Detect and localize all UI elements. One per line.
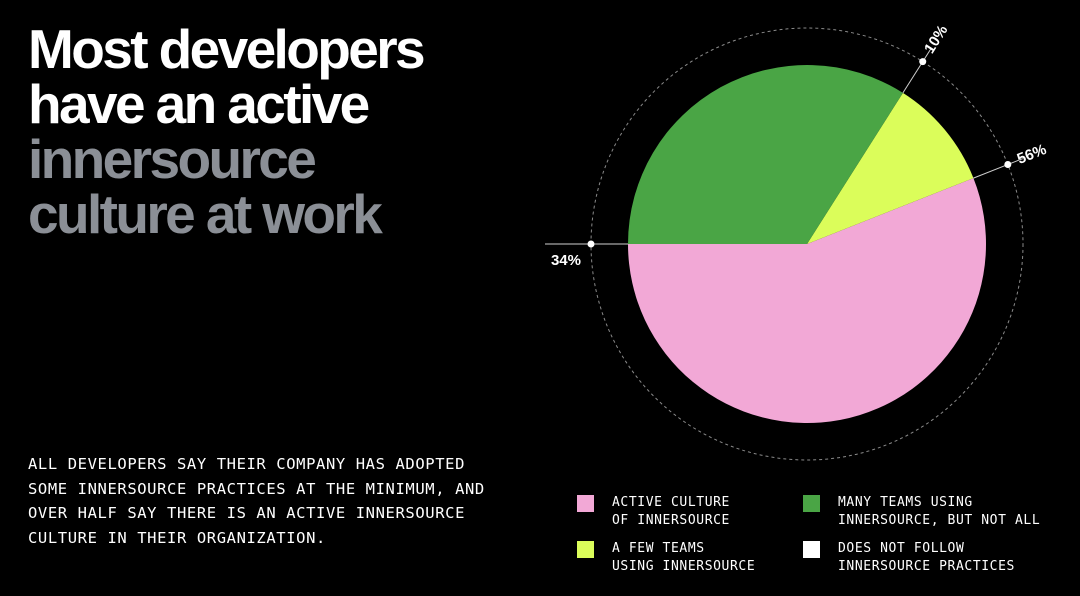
pie-slice-0: [628, 178, 986, 424]
pie-slices: [628, 65, 986, 424]
headline: Most developers have an active innersour…: [28, 18, 426, 245]
pie-callout-line-0: [973, 158, 1023, 179]
legend-label-line: ACTIVE CULTURE: [612, 495, 730, 510]
legend-label-line: INNERSOURCE PRACTICES: [838, 559, 1015, 574]
headline-line-2: have an active: [28, 73, 370, 135]
legend-label-few-teams: A FEW TEAMS USING INNERSOURCE: [612, 540, 755, 576]
pie-callout-dot-2: [587, 240, 595, 248]
legend-label-line: INNERSOURCE, BUT NOT ALL: [838, 513, 1041, 528]
legend-label-line: DOES NOT FOLLOW: [838, 541, 965, 556]
pie-slice-2: [628, 65, 903, 244]
legend-swatch-does-not-follow: [803, 541, 820, 558]
headline-line-1: Most developers: [28, 18, 426, 80]
legend-item-active-culture: ACTIVE CULTURE OF INNERSOURCE: [577, 494, 730, 530]
legend-item-few-teams: A FEW TEAMS USING INNERSOURCE: [577, 540, 755, 576]
legend-label-line: A FEW TEAMS: [612, 541, 705, 556]
legend-swatch-many-teams: [803, 495, 820, 512]
legend-label-line: OF INNERSOURCE: [612, 513, 730, 528]
legend-label-line: USING INNERSOURCE: [612, 559, 756, 574]
pie-data-label-2: 34%: [551, 252, 581, 269]
pie-callout-dot-1: [919, 58, 927, 66]
pie-data-label-0: 56%: [1015, 141, 1049, 168]
legend-label-many-teams: MANY TEAMS USING INNERSOURCE, BUT NOT AL…: [838, 494, 1040, 530]
legend-label-does-not-follow: DOES NOT FOLLOW INNERSOURCE PRACTICES: [838, 540, 1015, 576]
summary-text: ALL DEVELOPERS SAY THEIR COMPANY HAS ADO…: [28, 455, 485, 547]
legend-label-line: MANY TEAMS USING: [838, 495, 973, 510]
legend-item-does-not-follow: DOES NOT FOLLOW INNERSOURCE PRACTICES: [803, 540, 1015, 576]
pie-callout-dot-0: [1004, 160, 1012, 168]
legend-item-many-teams: MANY TEAMS USING INNERSOURCE, BUT NOT AL…: [803, 494, 1040, 530]
pie-slice-1: [807, 92, 974, 245]
headline-line-4: culture at work: [28, 183, 383, 245]
pie-data-label-1: 10%: [921, 22, 951, 56]
legend-swatch-active-culture: [577, 495, 594, 512]
legend-label-active-culture: ACTIVE CULTURE OF INNERSOURCE: [612, 494, 730, 530]
pie-callout-line-1: [902, 47, 932, 94]
legend-swatch-few-teams: [577, 541, 594, 558]
headline-line-3: innersource: [28, 128, 317, 190]
